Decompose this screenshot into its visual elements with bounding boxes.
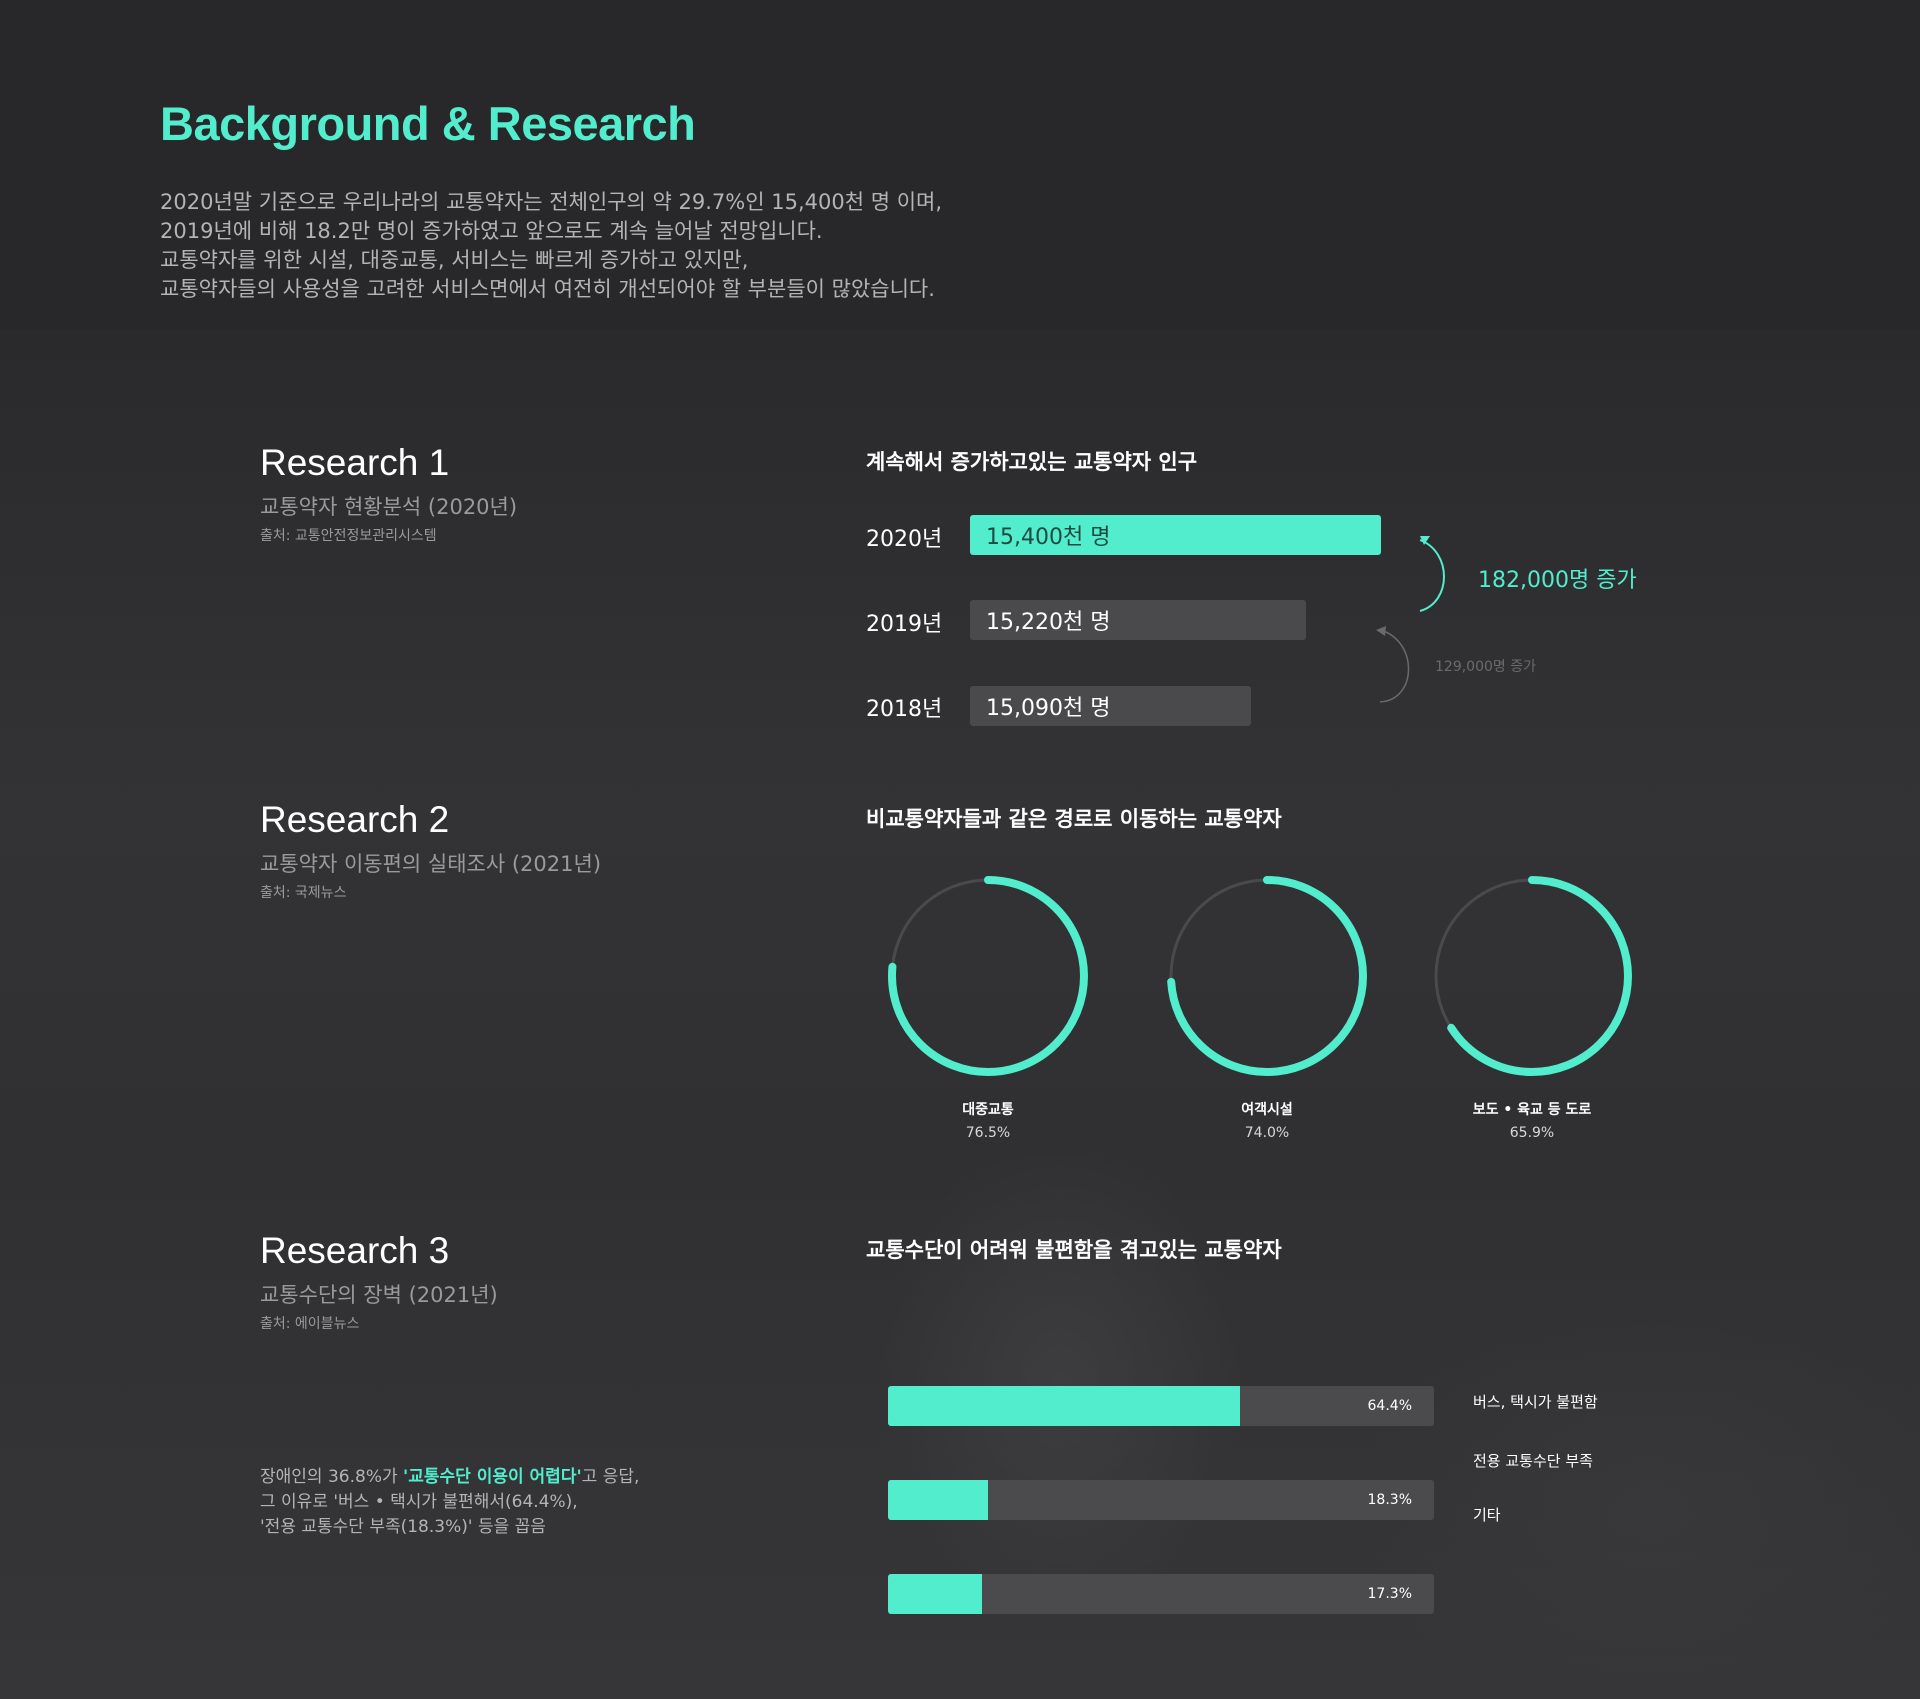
chart1-data-label: 15,400천 명 (986, 525, 1111, 550)
note-line: '전용 교통수단 부족(18.3%)' 등을 꼽음 (260, 1517, 546, 1537)
chart3-track: 18.3% (888, 1480, 1434, 1520)
research3-subtitle: 교통수단의 장벽 (2021년) (260, 1283, 498, 1307)
chart1-category: 2020년 (866, 527, 943, 552)
chart1-bar: 15,220천 명 (970, 600, 1306, 640)
intro-text: 2020년말 기준으로 우리나라의 교통약자는 전체인구의 약 29.7%인 1… (160, 188, 942, 304)
chart3-category: 전용 교통수단 부족 (1473, 1452, 1593, 1470)
research3-source: 출처: 에이블뉴스 (260, 1316, 360, 1332)
chart1-category: 2018년 (866, 697, 943, 722)
donut-label: 대중교통 (962, 1102, 1014, 1118)
chart1-bar: 15,090천 명 (970, 686, 1251, 726)
chart3-data-label: 17.3% (1367, 1586, 1412, 1602)
chart3-track: 64.4% (888, 1386, 1434, 1426)
donut-arc (888, 876, 1088, 1076)
chart1-annotation: 182,000명 증가 (1478, 568, 1637, 593)
note-line: 그 이유로 '버스 • 택시가 불편해서(64.4%), (260, 1492, 578, 1512)
research1-title: Research 1 (260, 442, 450, 483)
research2-subtitle: 교통약자 이동편의 실태조사 (2021년) (260, 852, 602, 876)
arrow-2019-2018 (1379, 629, 1410, 703)
donut-arc (1167, 876, 1367, 1076)
note-line: 장애인의 36.8%가 '교통수단 이용이 어렵다'고 응답, (260, 1465, 639, 1490)
donut-value: 65.9% (1509, 1125, 1555, 1141)
chart3-bar (888, 1574, 983, 1614)
research2-source: 출처: 국제뉴스 (260, 885, 347, 901)
chart3-bar (888, 1480, 988, 1520)
chart1-data-label: 15,220천 명 (986, 610, 1111, 635)
intro-line: 교통약자들의 사용성을 고려한 서비스면에서 여전히 개선되어야 할 부분들이 … (160, 277, 935, 301)
research3-note: 장애인의 36.8%가 '교통수단 이용이 어렵다'고 응답, 그 이유로 '버… (260, 1465, 639, 1540)
chart1-annotation: 129,000명 증가 (1435, 659, 1536, 675)
donut-value: 76.5% (965, 1125, 1011, 1141)
donut-label: 여객시설 (1241, 1102, 1293, 1118)
chart2-title: 비교통약자들과 같은 경로로 이동하는 교통약자 (866, 807, 1282, 831)
intro-line: 2019년에 비해 18.2만 명이 증가하였고 앞으로도 계속 늘어날 전망입… (160, 219, 823, 243)
note-text: 장애인의 36.8%가 (260, 1467, 404, 1487)
chart1-bar: 15,400천 명 (970, 515, 1381, 555)
chart1-title: 계속해서 증가하고있는 교통약자 인구 (866, 450, 1198, 474)
arrow-head (1420, 536, 1430, 545)
chart3-title: 교통수단이 어려워 불편함을 겪고있는 교통약자 (866, 1238, 1282, 1262)
donut-label: 보도 • 육교 등 도로 (1472, 1102, 1592, 1118)
chart3-category: 버스, 택시가 불편함 (1473, 1393, 1598, 1411)
chart1-category: 2019년 (866, 612, 943, 637)
chart3-bar (888, 1386, 1240, 1426)
background-photo (0, 330, 1920, 1699)
chart1-data-label: 15,090천 명 (986, 696, 1111, 721)
note-text: 고 응답, (581, 1467, 640, 1487)
chart3-category: 기타 (1473, 1506, 1501, 1524)
research1-source: 출처: 교통안전정보관리시스템 (260, 528, 437, 544)
arrow-head (1376, 626, 1386, 636)
intro-line: 교통약자를 위한 시설, 대중교통, 서비스는 빠르게 증가하고 있지만, (160, 248, 749, 272)
chart3-track: 17.3% (888, 1574, 1434, 1614)
arrow-2020-2019 (1419, 539, 1445, 612)
donut-charts (888, 876, 1632, 1076)
intro-line: 2020년말 기준으로 우리나라의 교통약자는 전체인구의 약 29.7%인 1… (160, 190, 943, 214)
donut-arc (1432, 876, 1632, 1076)
research1-subtitle: 교통약자 현황분석 (2020년) (260, 495, 518, 519)
note-highlight: '교통수단 이용이 어렵다' (403, 1467, 582, 1487)
research3-title: Research 3 (260, 1230, 450, 1271)
page-title: Background & Research (160, 97, 696, 150)
increase-arrows (1376, 536, 1445, 703)
research2-title: Research 2 (260, 799, 450, 840)
chart3-data-label: 18.3% (1367, 1492, 1412, 1508)
donut-value: 74.0% (1244, 1125, 1290, 1141)
chart3-data-label: 64.4% (1367, 1398, 1412, 1414)
